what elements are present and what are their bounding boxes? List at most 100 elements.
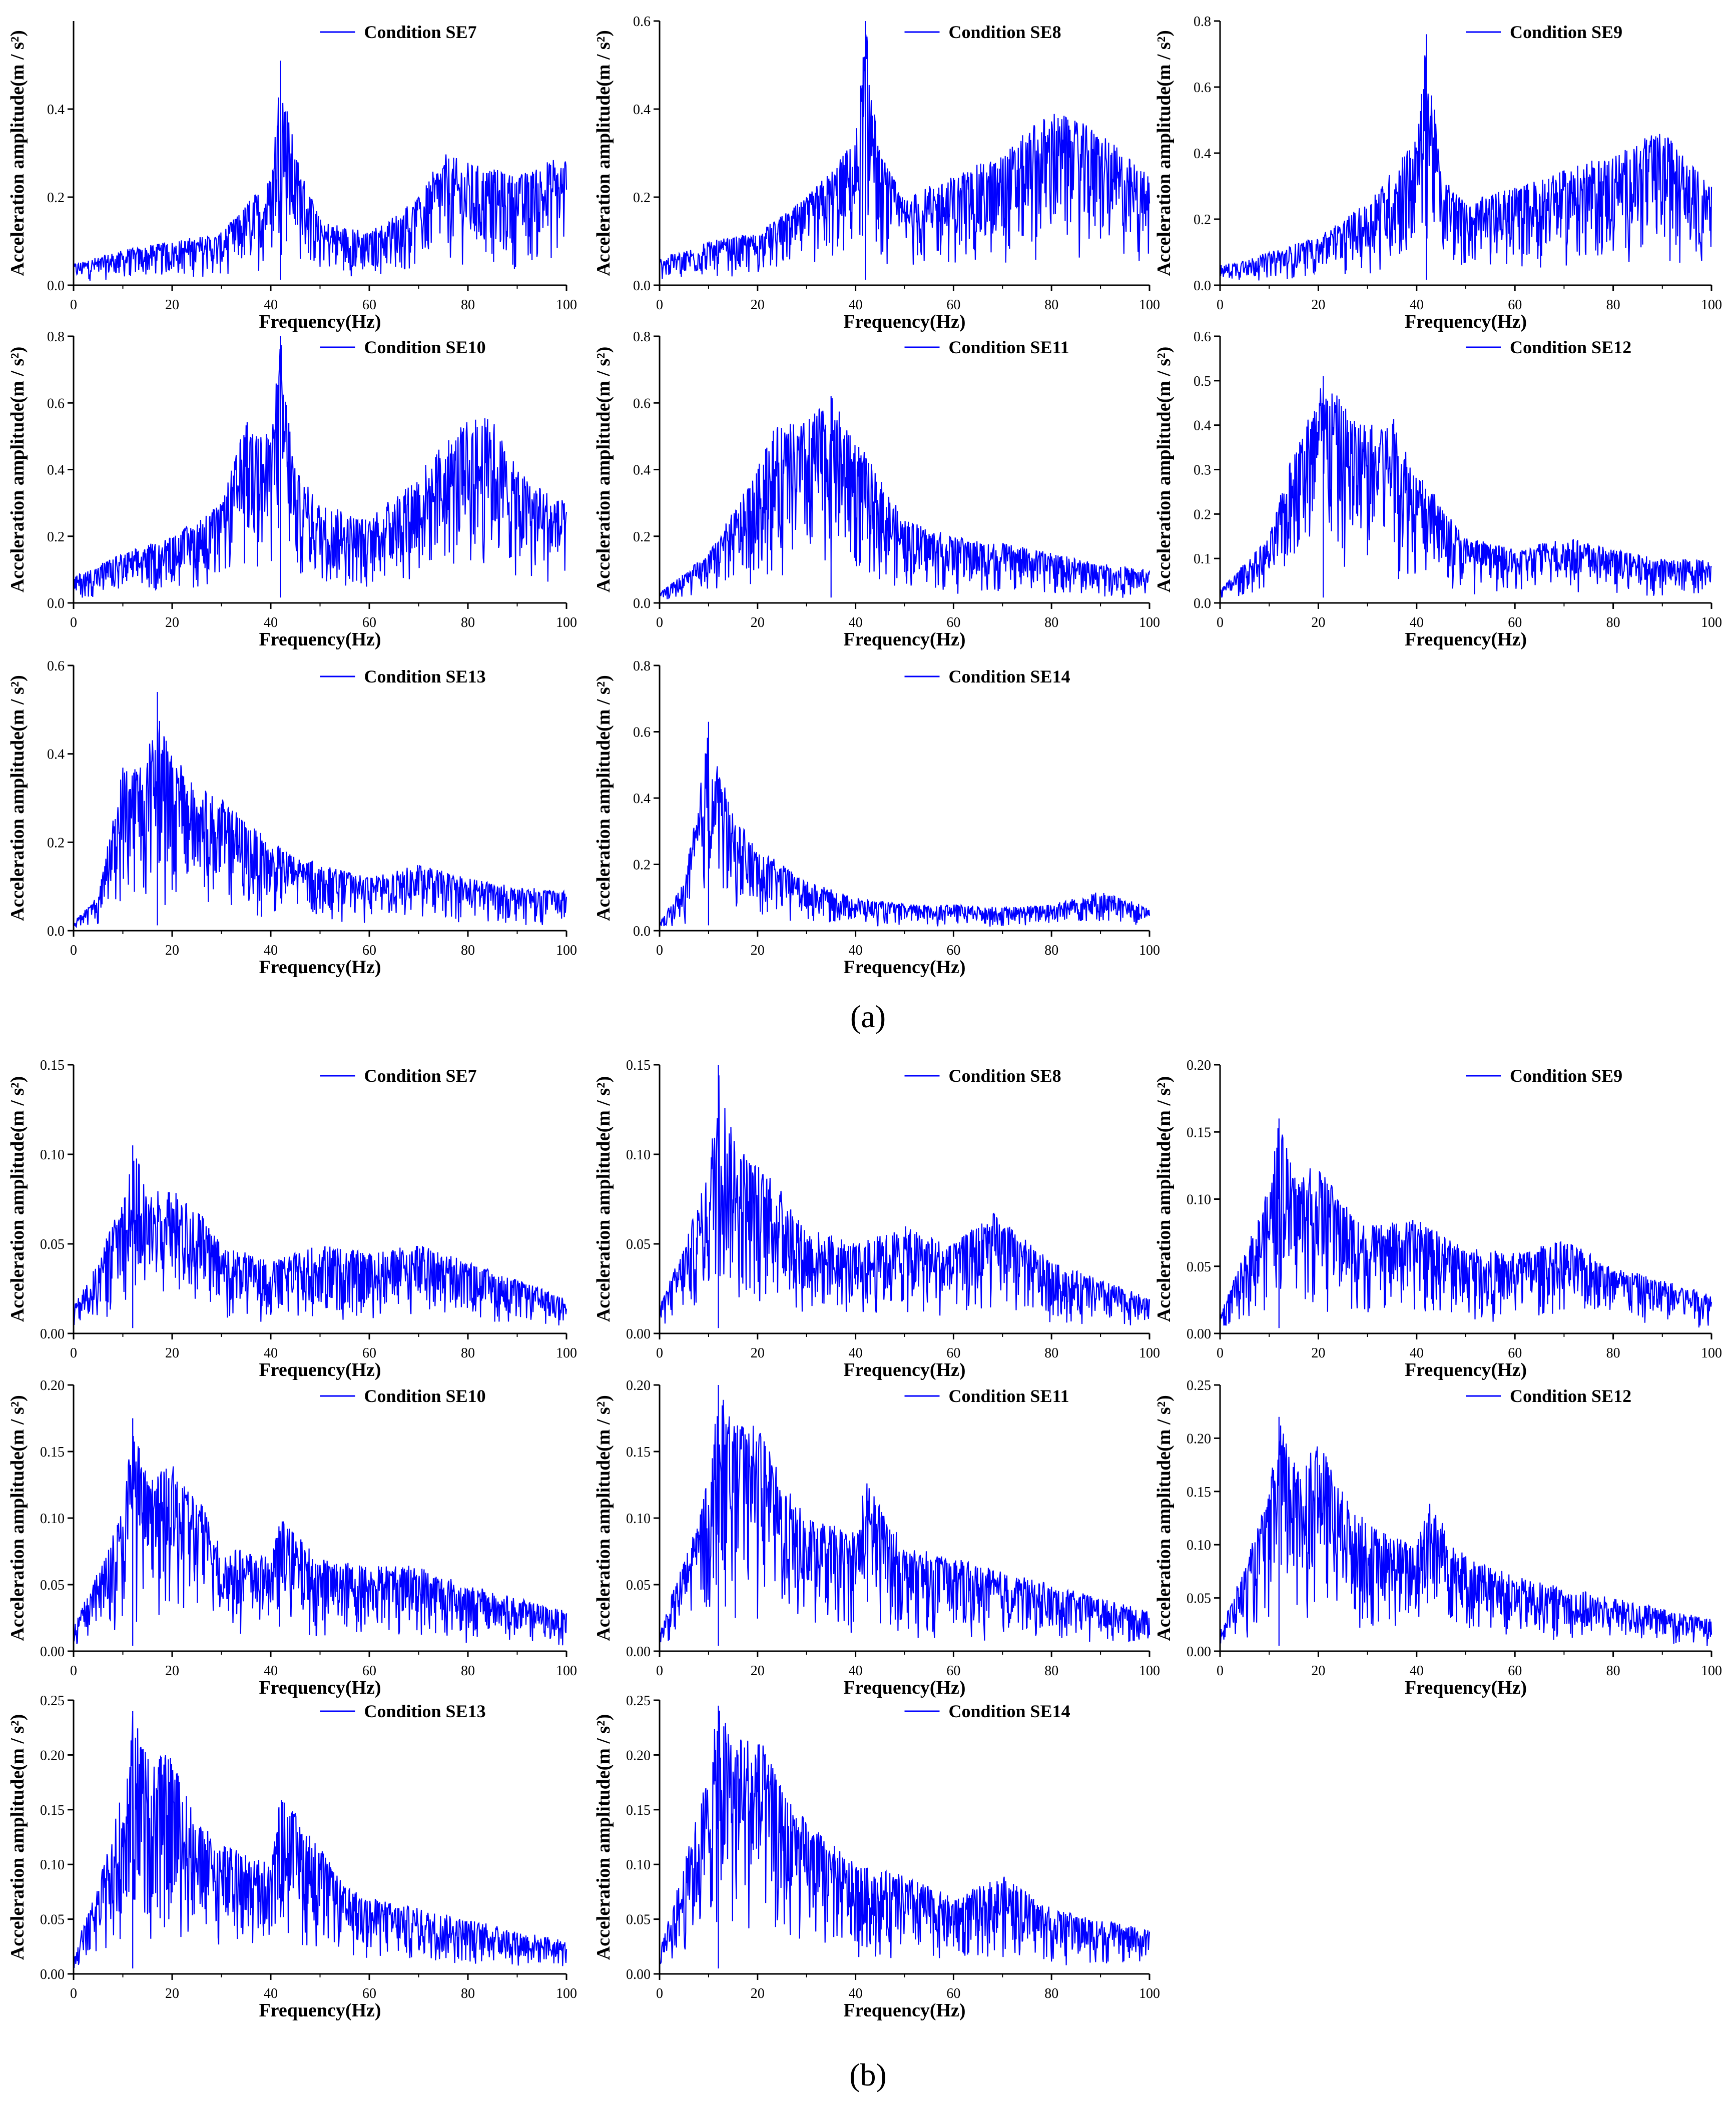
x-axis-label: Frequency(Hz) [843,957,965,978]
x-tick-label: 100 [1139,1663,1160,1679]
panel-b-caption: (b) [849,2057,887,2092]
y-axis-label: Acceleration amplitude(m / s²) [7,675,28,921]
y-axis-label: Acceleration amplitude(m / s²) [593,1714,614,1960]
x-tick-label: 60 [362,615,376,630]
panel-label-b: (b) [0,2056,1736,2093]
x-tick-label: 0 [70,1663,77,1679]
y-tick-label: 0.0 [47,278,65,294]
y-tick-label: 0.4 [47,463,65,478]
y-tick-label: 0.20 [40,1378,65,1393]
y-tick-label: 0.05 [626,1237,651,1252]
y-tick-label: 0.6 [1194,80,1211,96]
y-axis-label: Acceleration amplitude(m / s²) [1153,1076,1175,1322]
chart-a-2: 0 20 40 60 80 100 0.0 0.2 0.4 0.6 Frequency(Hz) Acc… [593,14,1160,332]
x-axis-label: Frequency(Hz) [259,2000,381,2021]
legend-label: Condition SE7 [364,1066,477,1086]
x-tick-label: 100 [1139,297,1160,313]
x-tick-label: 60 [1508,297,1522,313]
y-tick-label: 0.5 [1194,374,1211,389]
x-tick-label: 80 [461,943,475,958]
x-axis-label: Frequency(Hz) [1405,1359,1527,1380]
x-tick-label: 80 [1606,1345,1620,1361]
series-line [659,21,1150,280]
y-tick-label: 0.0 [1194,278,1211,294]
x-tick-label: 60 [946,615,960,630]
x-tick-label: 100 [556,1986,577,2001]
x-axis-label: Frequency(Hz) [1405,1677,1527,1698]
legend-label: Condition SE10 [364,1386,486,1406]
y-tick-label: 0.15 [40,1803,65,1818]
x-tick-label: 20 [1311,1345,1325,1361]
chart-b-1: 0 20 40 60 80 100 0.00 0.05 0.10 0.15 Frequency(Hz… [7,1058,577,1380]
x-tick-label: 0 [70,615,77,630]
x-axis-label: Frequency(Hz) [843,2000,965,2021]
x-tick-label: 80 [461,615,475,630]
y-tick-label: 0.20 [1187,1431,1211,1447]
y-tick-label: 0.25 [626,1693,651,1709]
y-axis-label: Acceleration amplitude(m / s²) [593,30,614,276]
y-tick-label: 0.25 [1187,1378,1211,1393]
x-tick-label: 40 [849,1986,863,2001]
chart-a-3: 0 20 40 60 80 100 0.0 0.2 0.4 0.6 0.8 Frequency(Hz)… [1153,14,1722,332]
x-tick-label: 100 [556,297,577,313]
x-tick-label: 80 [1044,297,1058,313]
x-axis-label: Frequency(Hz) [1405,629,1527,650]
y-tick-label: 0.05 [40,1912,65,1928]
x-tick-label: 0 [70,1986,77,2001]
x-tick-label: 40 [264,1663,278,1679]
x-tick-label: 40 [1410,1345,1424,1361]
y-tick-label: 0.6 [47,396,65,411]
y-tick-label: 0.10 [40,1511,65,1527]
legend-label: Condition SE12 [1510,1386,1631,1406]
chart-a-1: 0 20 40 60 80 100 0.0 0.2 0.4 Frequency(Hz) Accele… [7,21,577,332]
x-tick-label: 60 [362,943,376,958]
series-line [1219,1118,1712,1328]
x-tick-label: 80 [1044,615,1058,630]
legend-label: Condition SE8 [949,1066,1061,1086]
y-tick-label: 0.6 [633,725,651,741]
x-tick-label: 80 [1044,1986,1058,2001]
y-tick-label: 0.00 [40,1967,65,1982]
x-tick-label: 80 [1044,1345,1058,1361]
x-tick-label: 0 [70,1345,77,1361]
chart-a-7: 0 20 40 60 80 100 0.0 0.2 0.4 0.6 Frequency(Hz) Acc… [7,658,577,978]
y-tick-label: 0.6 [633,14,651,30]
legend-label: Condition SE12 [1510,337,1631,357]
x-axis-label: Frequency(Hz) [259,629,381,650]
y-tick-label: 0.4 [47,102,65,118]
y-tick-label: 0.6 [1194,329,1211,345]
legend-label: Condition SE14 [949,666,1070,686]
y-tick-label: 0.8 [1194,14,1211,30]
y-axis-label: Acceleration amplitude(m / s²) [7,347,28,593]
y-tick-label: 0.2 [47,190,65,206]
y-axis-label: Acceleration amplitude(m / s²) [1153,30,1175,276]
chart-b-4: 0 20 40 60 80 100 0.00 0.05 0.10 0.15 0.20 Frequenc… [7,1378,577,1698]
y-tick-label: 0.0 [47,596,65,611]
x-tick-label: 40 [264,1345,278,1361]
chart-a-5: 0 20 40 60 80 100 0.0 0.2 0.4 0.6 0.8 Frequency(Hz)… [593,329,1160,650]
x-tick-label: 40 [264,943,278,958]
series-line [73,1711,567,1969]
x-tick-label: 100 [1701,1663,1722,1679]
x-tick-label: 0 [1217,297,1224,313]
x-tick-label: 0 [70,943,77,958]
y-tick-label: 0.15 [40,1058,65,1073]
x-tick-label: 80 [461,297,475,313]
x-tick-label: 20 [165,1345,179,1361]
y-tick-label: 0.1 [1194,551,1211,567]
x-tick-label: 60 [946,1663,960,1679]
y-tick-label: 0.20 [626,1378,651,1393]
y-tick-label: 0.3 [1194,463,1211,478]
series-line [659,1705,1150,1969]
x-tick-label: 0 [1217,615,1224,630]
y-tick-label: 0.4 [633,791,651,807]
x-tick-label: 80 [461,1663,475,1679]
y-axis-label: Acceleration amplitude(m / s²) [593,347,614,593]
y-tick-label: 0.00 [626,1644,651,1660]
x-axis-label: Frequency(Hz) [259,311,381,332]
x-tick-label: 80 [1606,1663,1620,1679]
y-axis-label: Acceleration amplitude(m / s²) [7,30,28,276]
y-tick-label: 0.10 [1187,1538,1211,1553]
y-tick-label: 0.15 [626,1803,651,1818]
